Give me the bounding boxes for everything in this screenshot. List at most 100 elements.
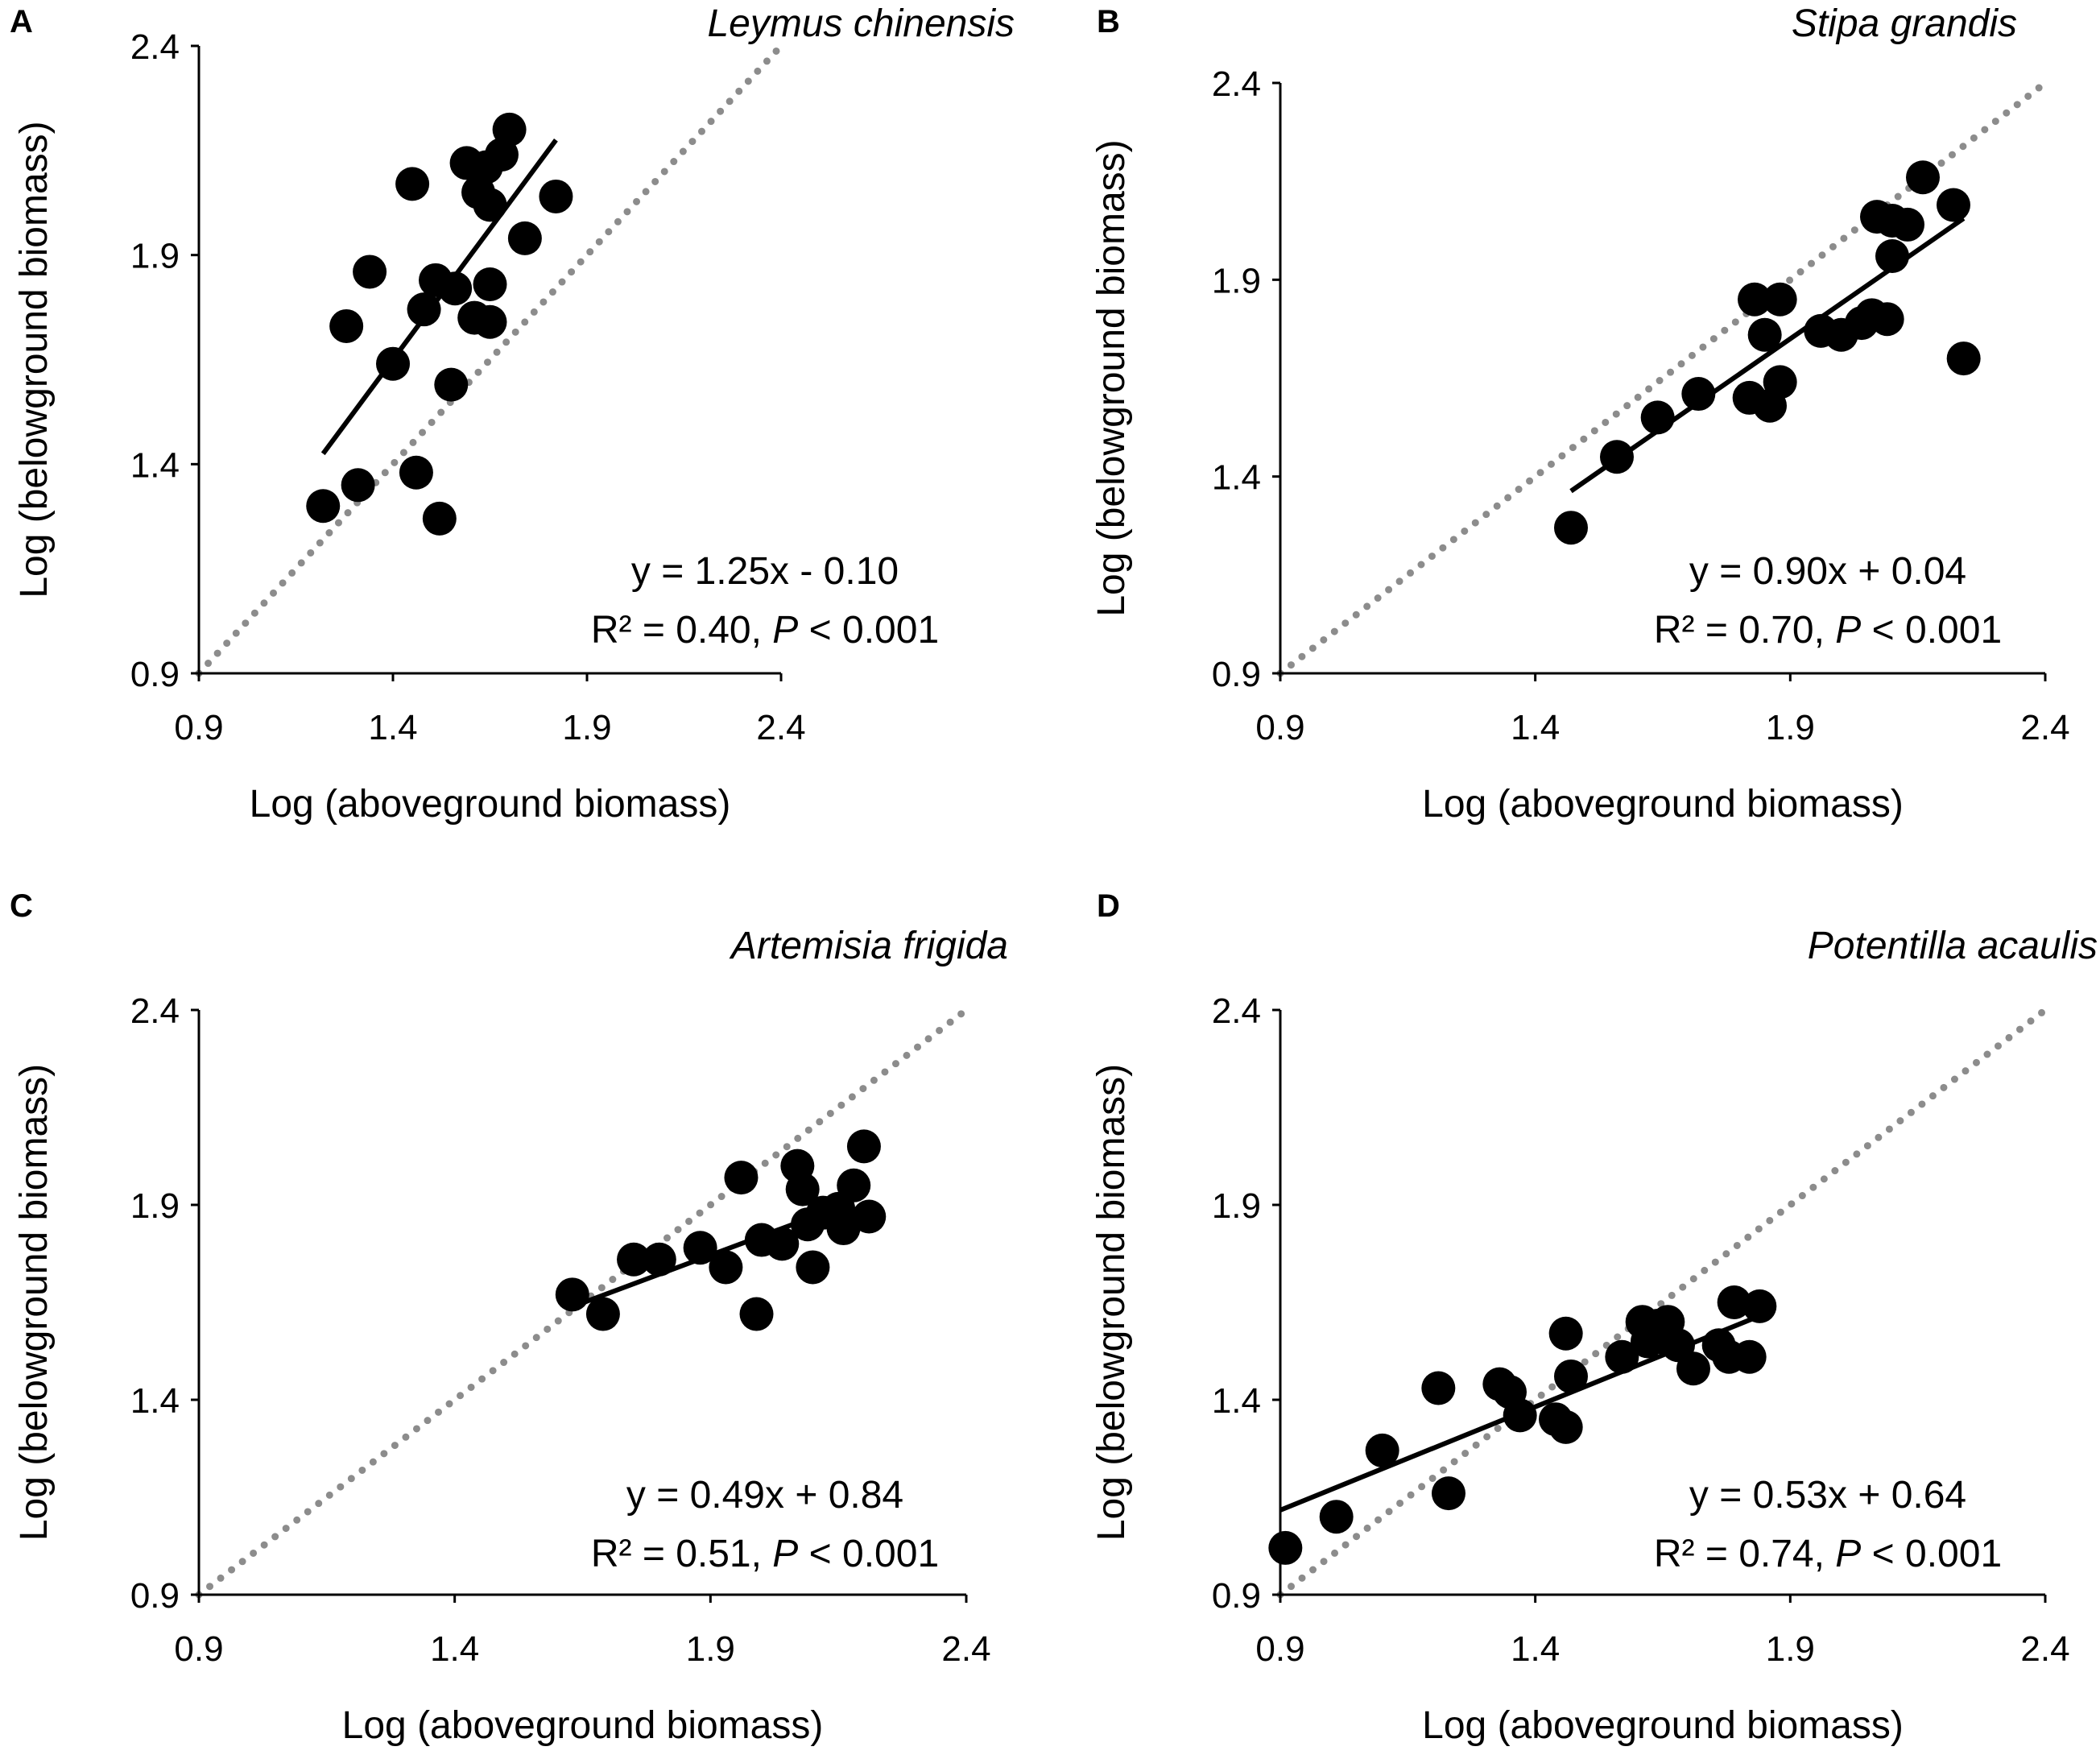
y-tick-label: 0.9 xyxy=(130,1576,180,1616)
regression-equation: y = 0.90x + 0.04 xyxy=(1689,550,1966,593)
data-point xyxy=(724,1161,759,1195)
data-point xyxy=(1870,302,1904,337)
panel-label: B xyxy=(1097,4,1120,39)
r2-text: R² = 0.74, xyxy=(1654,1533,1835,1575)
panel-a: A Leymus chinensis 0.9 0.9 1.4 1.4 1.9 1.9 2.4 2.… xyxy=(10,2,1015,826)
x-tick-label: 1.9 xyxy=(686,1629,735,1669)
data-point xyxy=(709,1250,743,1285)
data-point xyxy=(1554,1359,1588,1393)
x-tick-label: 2.4 xyxy=(2020,708,2069,747)
data-point xyxy=(1742,1289,1777,1323)
species-title: Stipa grandis xyxy=(1792,2,2017,45)
x-axis-label: Log (aboveground biomass) xyxy=(342,1704,824,1747)
data-point xyxy=(492,112,527,147)
p-symbol: P xyxy=(772,1533,798,1575)
r2-p-annotation: R² = 0.70, P < 0.001 xyxy=(1654,609,2002,652)
y-tick-label: 0.9 xyxy=(130,655,180,694)
data-point xyxy=(1717,1285,1751,1319)
data-point xyxy=(473,267,507,302)
regression-equation: y = 0.49x + 0.84 xyxy=(626,1474,903,1517)
p-value-text: < 0.001 xyxy=(798,1533,939,1575)
data-point xyxy=(642,1242,676,1277)
p-value-text: < 0.001 xyxy=(798,609,939,652)
data-point xyxy=(473,188,507,222)
data-point xyxy=(1268,1530,1303,1565)
x-tick-label: 2.4 xyxy=(2020,1629,2069,1669)
species-title: Potentilla acaulis xyxy=(1808,925,2098,967)
x-tick-label: 1.9 xyxy=(1766,1629,1815,1669)
data-point xyxy=(1432,1476,1465,1511)
y-axis-label: Log (belowground biomass) xyxy=(1090,1064,1133,1541)
panel-label: D xyxy=(1097,888,1120,924)
regression-equation: y = 1.25x - 0.10 xyxy=(631,550,899,593)
x-tick-label: 1.9 xyxy=(562,708,611,747)
y-tick-label: 1.9 xyxy=(1212,261,1261,300)
x-tick-label: 1.4 xyxy=(368,708,417,747)
data-point xyxy=(395,167,430,201)
y-tick-label: 0.9 xyxy=(1212,655,1261,694)
y-tick-label: 1.4 xyxy=(1212,1381,1261,1421)
data-point xyxy=(585,1297,620,1331)
data-point xyxy=(306,489,341,524)
data-point xyxy=(1605,1339,1639,1374)
data-point xyxy=(846,1129,881,1164)
p-value-text: < 0.001 xyxy=(1861,609,2002,652)
y-tick-label: 2.4 xyxy=(1212,64,1261,104)
r2-p-annotation: R² = 0.51, P < 0.001 xyxy=(591,1533,939,1575)
p-symbol: P xyxy=(1835,1533,1861,1575)
data-point xyxy=(1906,160,1940,195)
data-point xyxy=(617,1242,651,1277)
data-point xyxy=(1421,1371,1456,1405)
panel-label: C xyxy=(10,888,33,924)
panel-b: B Stipa grandis 0.9 0.9 1.4 1.4 1.9 1.9 2.4 2.4 Lo… xyxy=(1090,2,2070,826)
data-point xyxy=(1640,400,1675,435)
data-point xyxy=(341,468,375,503)
data-point xyxy=(1548,1316,1583,1351)
y-tick-label: 1.4 xyxy=(130,445,180,485)
x-axis-label: Log (aboveground biomass) xyxy=(1422,1704,1904,1747)
y-tick-label: 2.4 xyxy=(130,991,180,1031)
x-tick-label: 1.9 xyxy=(1766,708,1815,747)
data-point xyxy=(1503,1398,1537,1433)
data-point xyxy=(434,367,469,402)
x-tick-label: 0.9 xyxy=(174,708,223,747)
data-point xyxy=(1937,188,1970,222)
data-point xyxy=(329,308,364,343)
data-point xyxy=(1747,317,1782,352)
data-point xyxy=(555,1277,589,1312)
reference-line-1to1 xyxy=(195,42,785,677)
data-point xyxy=(1763,365,1797,399)
data-point xyxy=(1548,1409,1583,1444)
data-point xyxy=(1875,239,1909,274)
data-point xyxy=(785,1172,820,1206)
x-axis-label: Log (aboveground biomass) xyxy=(1422,783,1904,826)
x-axis-label: Log (aboveground biomass) xyxy=(250,783,731,826)
y-tick-label: 2.4 xyxy=(130,27,180,67)
x-tick-label: 0.9 xyxy=(1255,708,1304,747)
r2-text: R² = 0.40, xyxy=(591,609,772,652)
data-point xyxy=(765,1227,800,1261)
y-tick-label: 1.4 xyxy=(130,1381,180,1421)
data-point xyxy=(473,304,507,339)
data-point xyxy=(1763,282,1797,317)
x-tick-label: 1.4 xyxy=(1511,1629,1560,1669)
data-point xyxy=(837,1168,871,1202)
regression-line xyxy=(320,139,558,456)
x-tick-label: 1.4 xyxy=(1511,708,1560,747)
y-axis-label: Log (belowground biomass) xyxy=(13,121,56,598)
species-title: Artemisia frigida xyxy=(729,925,1008,967)
data-point xyxy=(1681,377,1716,412)
r2-p-annotation: R² = 0.74, P < 0.001 xyxy=(1654,1533,2002,1575)
data-point xyxy=(507,221,542,255)
data-point xyxy=(422,501,457,536)
data-point xyxy=(683,1231,717,1265)
x-tick-label: 1.4 xyxy=(430,1629,479,1669)
data-point xyxy=(1891,207,1924,242)
r2-p-annotation: R² = 0.40, P < 0.001 xyxy=(591,609,939,652)
r2-text: R² = 0.70, xyxy=(1654,609,1835,652)
y-tick-label: 1.9 xyxy=(130,237,180,276)
reference-line-1to1 xyxy=(1276,1006,2049,1599)
y-tick-label: 0.9 xyxy=(1212,1576,1261,1616)
p-symbol: P xyxy=(772,609,798,652)
data-point xyxy=(1554,511,1588,545)
